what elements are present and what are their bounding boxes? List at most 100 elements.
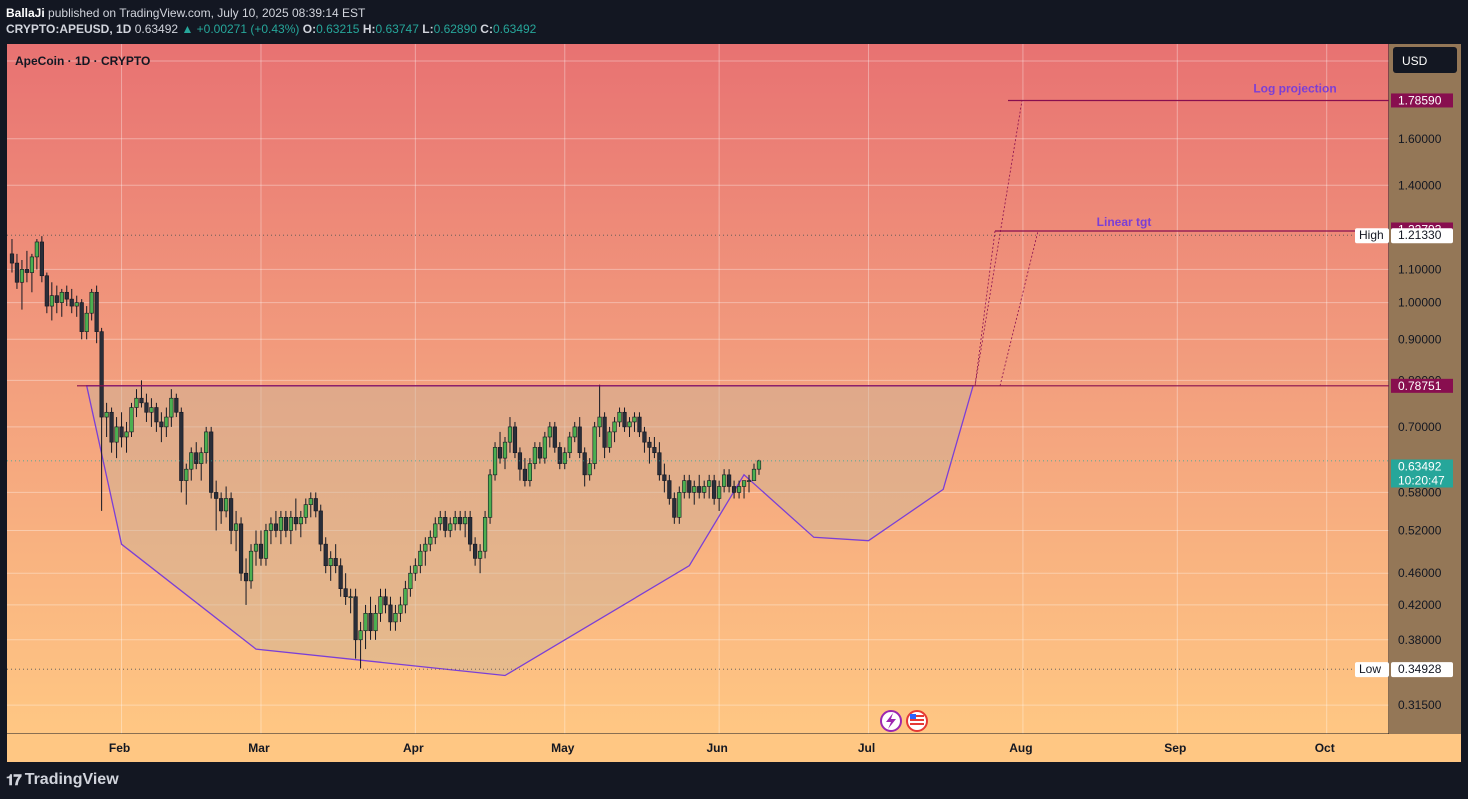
- candle-down: [368, 613, 373, 632]
- y-tick-label: 0.52000: [1398, 523, 1442, 537]
- candle: [677, 486, 682, 524]
- candle-up: [448, 523, 453, 531]
- y-tick-label: 0.31500: [1398, 698, 1442, 712]
- candle: [258, 530, 264, 566]
- candle: [64, 285, 69, 307]
- candle-down: [323, 543, 328, 567]
- x-tick-label: Jul: [858, 741, 875, 755]
- candle: [253, 530, 259, 566]
- candle-up: [428, 536, 433, 545]
- candle-up: [562, 452, 567, 464]
- candle: [204, 426, 209, 464]
- candle: [413, 558, 418, 581]
- log-projection-label: Log projection: [1253, 81, 1336, 95]
- candle: [89, 288, 94, 321]
- candle: [313, 492, 318, 518]
- candle: [219, 492, 224, 524]
- publish-line: BallaJi published on TradingView.com, Ju…: [6, 5, 536, 21]
- candle: [333, 544, 338, 574]
- candle-down: [577, 426, 582, 454]
- candle: [567, 431, 572, 459]
- price-axis[interactable]: 2.000001.600001.400001.100001.000000.900…: [1355, 54, 1453, 712]
- candle: [24, 250, 30, 283]
- candle: [99, 327, 104, 511]
- y-tick-label: 0.90000: [1398, 332, 1442, 346]
- candle: [408, 565, 413, 597]
- candle: [497, 431, 503, 464]
- candle-down: [219, 498, 224, 512]
- candle: [54, 285, 59, 314]
- candle-down: [14, 262, 20, 283]
- candle-up: [702, 486, 707, 493]
- candle-down: [79, 302, 84, 332]
- candle: [707, 474, 712, 499]
- candle: [463, 510, 468, 538]
- x-tick-label: Aug: [1009, 741, 1032, 755]
- author-name[interactable]: BallaJi: [6, 6, 45, 20]
- candle: [248, 544, 254, 589]
- candle: [303, 498, 308, 524]
- candle-down: [642, 431, 647, 443]
- candle-up: [149, 407, 154, 413]
- candle: [692, 480, 697, 505]
- candle-up: [722, 474, 727, 487]
- candle-up: [751, 468, 757, 481]
- candle-down: [667, 480, 672, 499]
- candle-up: [268, 523, 274, 531]
- candle: [149, 398, 154, 427]
- tradingview-brand[interactable]: 𝟏𝟕 TradingView: [6, 771, 119, 789]
- candle-down: [443, 517, 448, 531]
- candle-down: [388, 604, 393, 623]
- candle-down: [99, 331, 104, 418]
- candle-up: [597, 416, 602, 428]
- high-value-tag: [1391, 228, 1453, 244]
- candle-up: [164, 416, 169, 428]
- candle: [473, 537, 478, 566]
- candle: [756, 459, 762, 475]
- candle-up: [632, 416, 637, 423]
- x-tick-label: Mar: [248, 741, 270, 755]
- candle-up: [502, 441, 508, 459]
- candle-down: [712, 480, 717, 499]
- currency-button[interactable]: USD: [1393, 47, 1457, 73]
- candle-up: [532, 447, 537, 464]
- candle-up: [413, 565, 418, 574]
- candle: [492, 442, 498, 481]
- candle: [557, 442, 562, 470]
- candle-up: [408, 572, 413, 590]
- price-tag-text: 10:20:47: [1398, 474, 1445, 488]
- candle-up: [572, 426, 577, 438]
- candle-down: [522, 468, 528, 481]
- candle-down: [229, 498, 234, 531]
- candle: [383, 588, 388, 614]
- candle-up: [482, 517, 488, 552]
- candle: [672, 492, 677, 524]
- candle-up: [104, 411, 109, 418]
- candle-up: [736, 486, 742, 493]
- candle: [482, 510, 488, 559]
- candle: [438, 510, 443, 531]
- candle: [174, 393, 179, 418]
- y-tick-label: 1.60000: [1398, 132, 1442, 146]
- candle: [144, 393, 149, 422]
- candle: [238, 517, 244, 581]
- time-axis[interactable]: Feb Mar Apr May Jun Jul Aug Sep Oct: [109, 741, 1335, 755]
- cup-handle-pattern[interactable]: [85, 385, 974, 677]
- candle-up: [477, 550, 483, 559]
- candle: [607, 426, 612, 453]
- candle: [403, 580, 408, 614]
- candle-up: [741, 480, 747, 487]
- candle: [353, 588, 358, 659]
- candle-up: [263, 530, 269, 559]
- candle-up: [717, 486, 722, 499]
- high-tag: [1355, 228, 1389, 244]
- candle: [751, 463, 757, 481]
- candle: [687, 474, 692, 499]
- x-tick-label: Apr: [403, 741, 424, 755]
- candle-up: [303, 504, 308, 518]
- lightning-icon[interactable]: [880, 710, 902, 732]
- candle-down: [69, 298, 74, 307]
- us-flag-icon[interactable]: [906, 710, 928, 732]
- candle-up: [617, 411, 622, 423]
